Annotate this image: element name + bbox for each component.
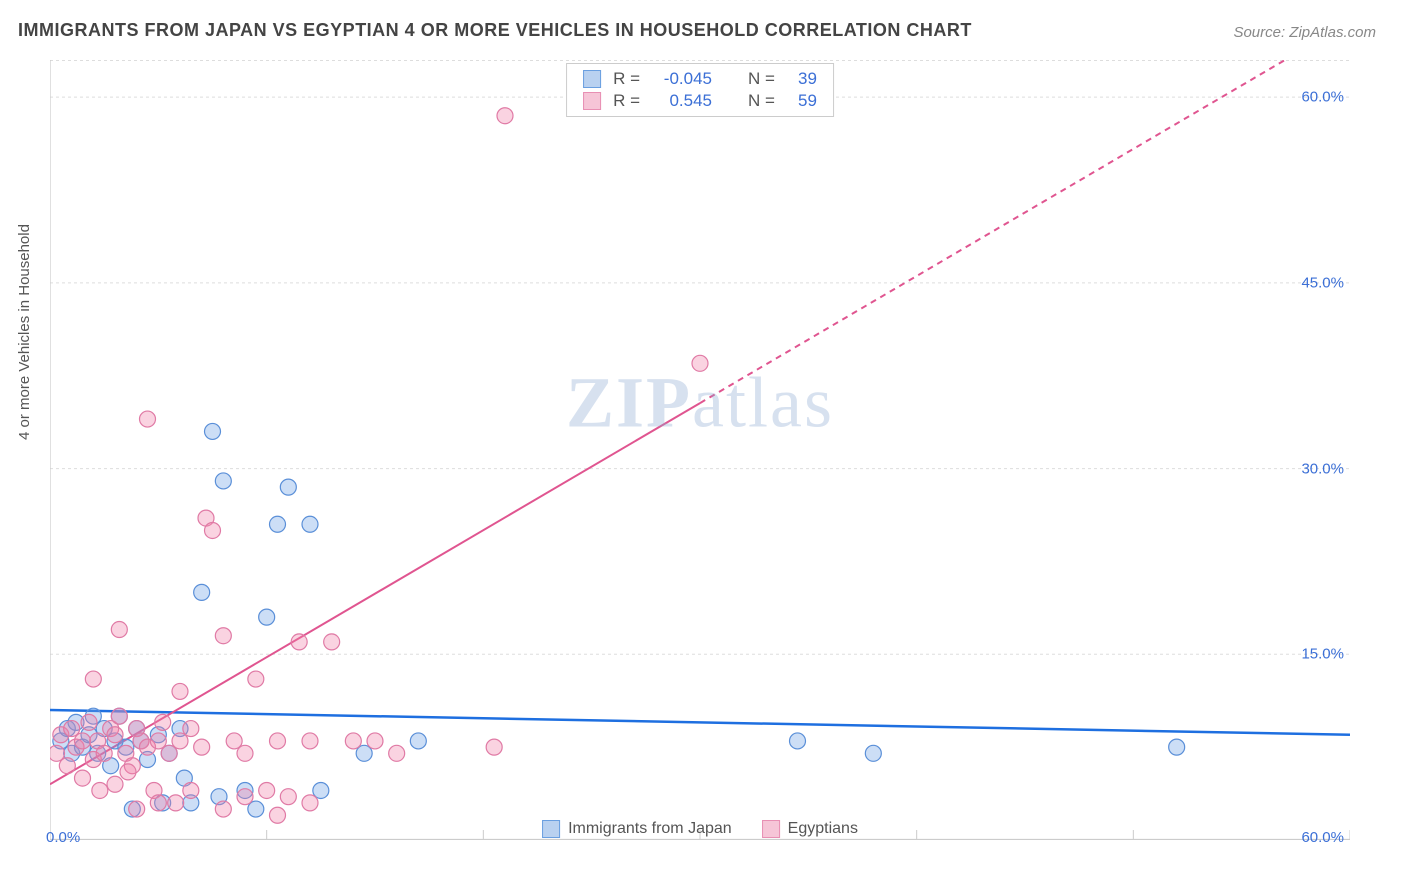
- y-axis-label: 4 or more Vehicles in Household: [16, 224, 33, 440]
- legend-row: R = 0.545 N = 59: [583, 90, 817, 112]
- legend-n-label: N =: [748, 69, 775, 89]
- legend-series-label: Egyptians: [788, 820, 858, 838]
- x-axis-max-label: 60.0%: [1301, 829, 1344, 846]
- legend-swatch: [762, 820, 780, 838]
- y-tick-label: 30.0%: [1301, 460, 1344, 477]
- legend-swatch: [542, 820, 560, 838]
- legend-r-value: 0.545: [652, 91, 712, 111]
- y-tick-label: 15.0%: [1301, 646, 1344, 663]
- correlation-legend: R = -0.045 N = 39 R = 0.545 N = 59: [566, 63, 834, 117]
- chart-title: IMMIGRANTS FROM JAPAN VS EGYPTIAN 4 OR M…: [18, 20, 972, 41]
- legend-r-label: R =: [613, 91, 640, 111]
- legend-n-value: 39: [787, 69, 817, 89]
- legend-n-value: 59: [787, 91, 817, 111]
- legend-r-value: -0.045: [652, 69, 712, 89]
- legend-series-item: Immigrants from Japan: [542, 820, 732, 838]
- y-tick-label: 45.0%: [1301, 274, 1344, 291]
- y-tick-label: 60.0%: [1301, 89, 1344, 106]
- chart-area: ZIPatlas R =-0.045N =39R =0.545N =59 15.…: [50, 60, 1350, 840]
- scatter-plot: [50, 60, 1350, 840]
- legend-r-label: R =: [613, 69, 640, 89]
- legend-row: R = -0.045 N = 39: [583, 68, 817, 90]
- legend-swatch: [583, 70, 601, 88]
- series-legend: Immigrants from Japan Egyptians: [542, 820, 858, 838]
- source-attribution: Source: ZipAtlas.com: [1233, 24, 1376, 41]
- legend-swatch: [583, 92, 601, 110]
- x-axis-min-label: 0.0%: [46, 829, 80, 846]
- legend-n-label: N =: [748, 91, 775, 111]
- legend-series-label: Immigrants from Japan: [568, 820, 732, 838]
- legend-series-item: Egyptians: [762, 820, 858, 838]
